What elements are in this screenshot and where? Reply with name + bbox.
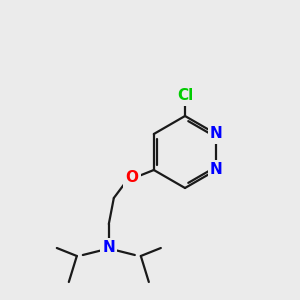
Text: N: N xyxy=(102,241,115,256)
Text: N: N xyxy=(210,163,223,178)
Text: N: N xyxy=(210,127,223,142)
Text: O: O xyxy=(125,170,138,185)
Text: Cl: Cl xyxy=(177,88,193,104)
